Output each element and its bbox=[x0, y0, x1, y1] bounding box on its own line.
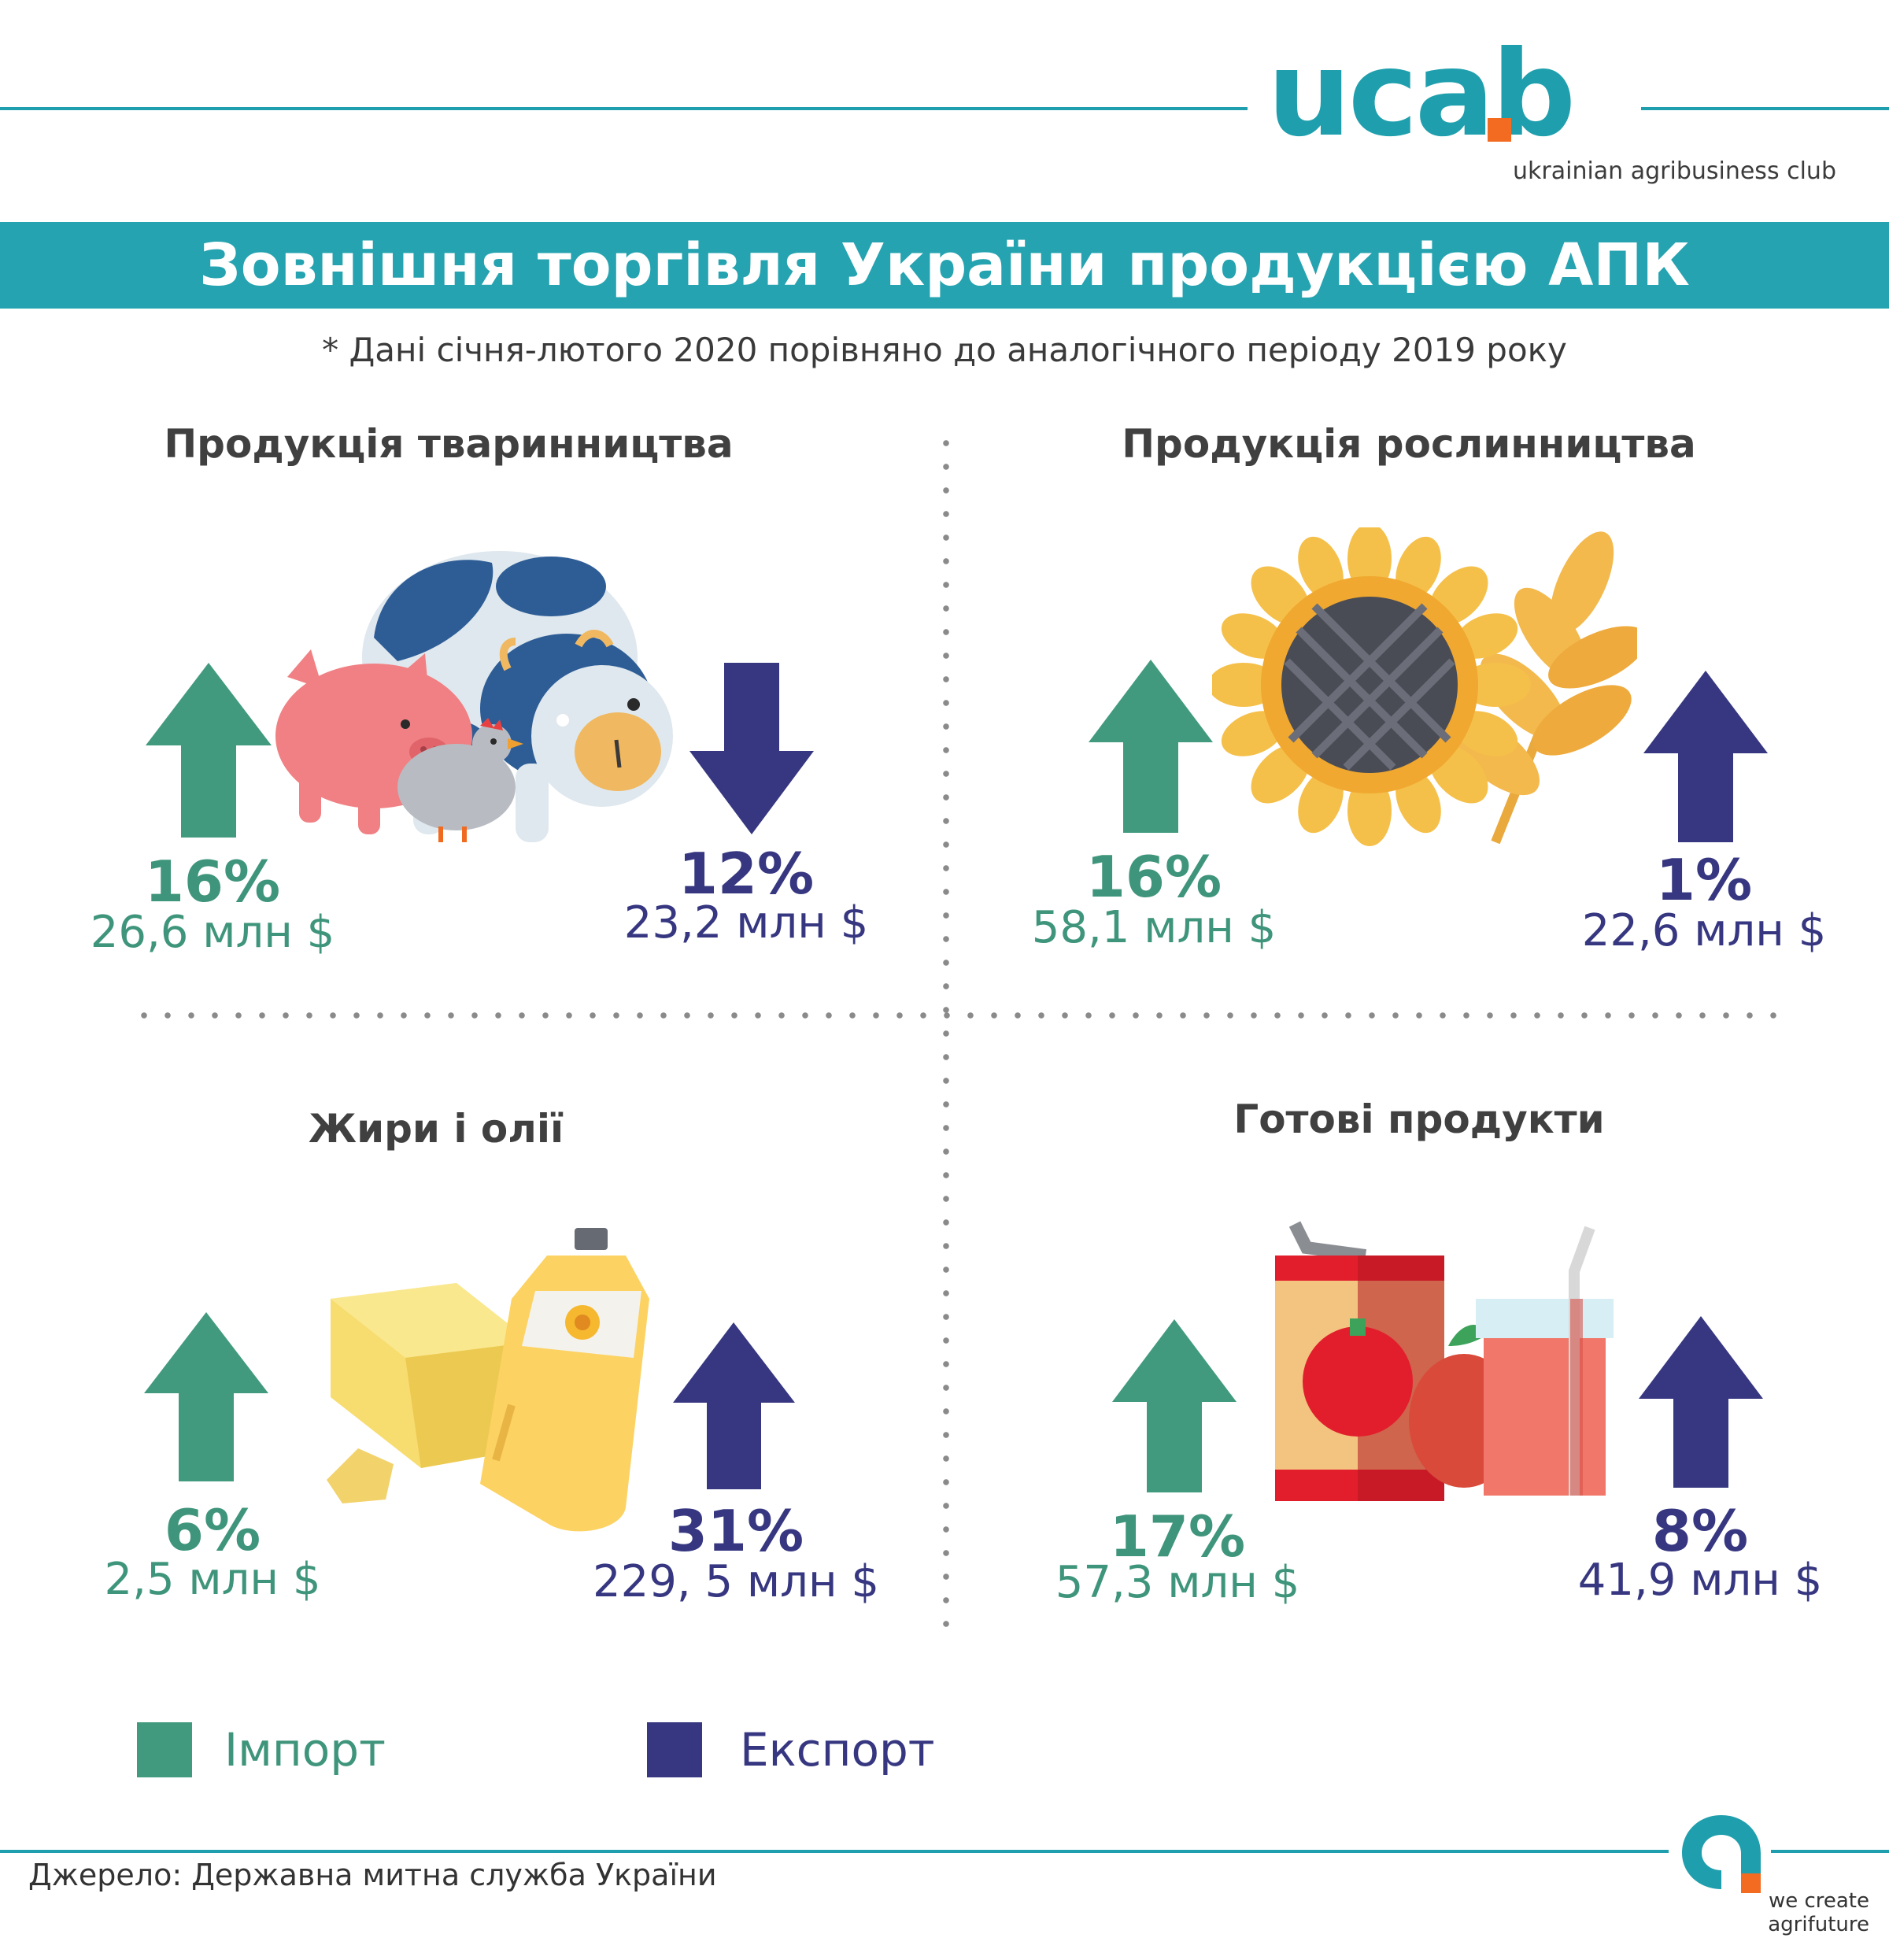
horizontal-divider bbox=[132, 1012, 1785, 1019]
category-title: Готові продукти bbox=[1233, 1096, 1605, 1142]
source-note: Джерело: Державна митна служба України bbox=[28, 1858, 717, 1892]
import-change: 6% bbox=[164, 1497, 261, 1563]
export-arrow-up bbox=[1639, 1316, 1763, 1488]
header-rule-left bbox=[0, 107, 1248, 110]
vertical-divider bbox=[943, 431, 949, 1644]
import-change: 17% bbox=[1109, 1503, 1246, 1570]
tagline: we create agrifuture bbox=[1751, 1889, 1869, 1936]
import-value: 2,5 млн $ bbox=[104, 1554, 321, 1605]
page-title: Зовнішня торгівля України продукцією АПК bbox=[0, 222, 1889, 309]
agrifuture-logo-icon bbox=[1682, 1815, 1761, 1893]
export-value: 23,2 млн $ bbox=[623, 897, 869, 949]
footer-rule-left bbox=[0, 1850, 1669, 1853]
import-arrow-up bbox=[146, 663, 272, 838]
export-value: 41,9 млн $ bbox=[1577, 1555, 1823, 1606]
category-title: Продукція тваринництва bbox=[164, 421, 734, 467]
legend-swatch-import bbox=[137, 1722, 192, 1777]
export-change: 8% bbox=[1651, 1498, 1749, 1564]
import-arrow-up bbox=[1089, 660, 1213, 833]
import-arrow-up bbox=[1112, 1319, 1237, 1492]
ucab-logo: ucab bbox=[1267, 35, 1614, 153]
livestock-icon bbox=[275, 551, 673, 842]
export-arrow-up bbox=[1643, 671, 1768, 842]
import-change: 16% bbox=[144, 849, 281, 915]
butter-oil-icon bbox=[327, 1228, 649, 1532]
import-arrow-up bbox=[144, 1312, 268, 1481]
sunflower-wheat-icon bbox=[1212, 527, 1637, 846]
export-change: 12% bbox=[678, 841, 815, 907]
logo-text: ucab bbox=[1267, 26, 1576, 163]
export-change: 31% bbox=[667, 1498, 804, 1564]
export-arrow-down bbox=[689, 663, 814, 834]
legend-swatch-export bbox=[647, 1722, 702, 1777]
legend-label-export: Експорт bbox=[740, 1723, 935, 1777]
export-value: 229, 5 млн $ bbox=[593, 1556, 879, 1607]
import-change: 16% bbox=[1085, 844, 1222, 910]
import-value: 26,6 млн $ bbox=[90, 907, 335, 958]
export-arrow-up bbox=[673, 1322, 795, 1489]
export-value: 22,6 млн $ bbox=[1581, 905, 1827, 956]
import-value: 57,3 млн $ bbox=[1055, 1557, 1300, 1608]
logo-accent bbox=[1488, 118, 1511, 142]
period-note: * Дані січня-лютого 2020 порівняно до ан… bbox=[322, 331, 1567, 369]
logo-subtitle: ukrainian agribusiness club bbox=[1513, 157, 1836, 185]
export-change: 1% bbox=[1655, 847, 1753, 913]
import-value: 58,1 млн $ bbox=[1031, 902, 1277, 953]
canned-juice-icon bbox=[1275, 1221, 1614, 1501]
tagline-line-2: agrifuture bbox=[1768, 1913, 1869, 1936]
category-title: Продукція рослинництва bbox=[1122, 421, 1696, 467]
category-title: Жири і олії bbox=[308, 1106, 564, 1152]
footer-rule-right bbox=[1771, 1850, 1889, 1853]
header-rule-right bbox=[1641, 107, 1889, 110]
tagline-line-1: we create bbox=[1768, 1889, 1869, 1913]
legend-label-import: Імпорт bbox=[224, 1723, 386, 1777]
